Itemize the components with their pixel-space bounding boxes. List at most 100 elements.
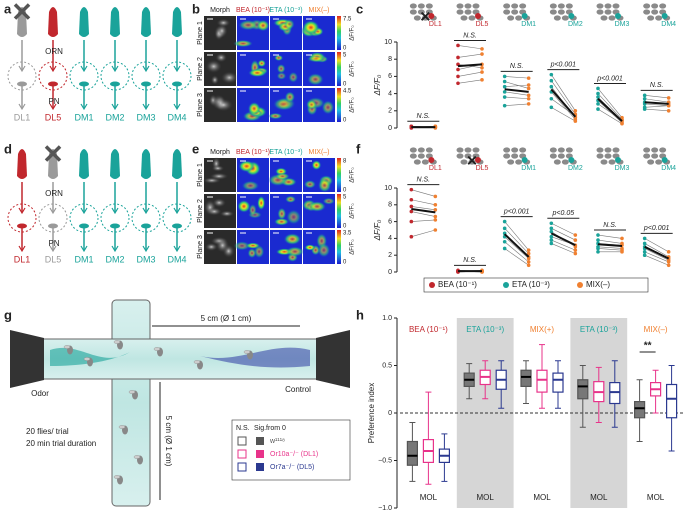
column-header: ETA (10⁻³) <box>269 149 302 156</box>
hotspot <box>248 68 267 77</box>
annotation: N.S. <box>417 113 431 120</box>
pair-line <box>597 234 623 239</box>
point-after <box>526 83 531 87</box>
point-before <box>409 204 414 209</box>
glomerulus-icon <box>468 159 476 165</box>
point-before <box>549 238 554 242</box>
icon-label: DM4 <box>661 165 676 172</box>
legend-filled <box>256 437 264 445</box>
highlight <box>568 157 575 163</box>
glomerulus-icon <box>647 159 655 165</box>
point-after <box>573 238 578 242</box>
legend-box <box>423 277 649 293</box>
control-label: Control <box>285 385 311 394</box>
fly-wing <box>118 425 126 429</box>
mean-line <box>503 233 530 258</box>
row-label: Plane 1 <box>197 163 204 187</box>
y-tick-label: 2 <box>388 252 392 259</box>
point-after <box>573 251 578 256</box>
sublabel: MOL <box>647 493 665 502</box>
hotspot <box>220 71 238 84</box>
point-after <box>433 194 438 199</box>
point-before <box>409 234 414 239</box>
pair-line <box>411 189 436 197</box>
glomerulus-icon <box>503 9 511 15</box>
pair-line <box>644 103 669 106</box>
pair-line <box>551 91 576 120</box>
y-tick-label: 8 <box>388 56 392 63</box>
fly-wing <box>113 475 121 479</box>
arrow <box>173 103 181 111</box>
glomerulus-icon <box>604 9 612 15</box>
highlight <box>428 157 435 163</box>
column-header: BEA (10⁻¹) <box>236 7 270 14</box>
sublabel: MOL <box>477 493 495 502</box>
column-header: Morph <box>210 7 230 14</box>
glomerulus-icon <box>464 147 472 153</box>
pn-body <box>48 223 58 229</box>
hotspot <box>247 248 257 259</box>
orn-body <box>110 7 120 37</box>
pair-line <box>597 246 623 249</box>
panel-label: c <box>356 1 363 16</box>
glomerulus-label: DM1 <box>74 112 93 122</box>
legend-label: Or10a⁻/⁻ (DL1) <box>270 451 318 458</box>
glomerulus-label: DM2 <box>105 254 124 264</box>
pair-line <box>597 248 623 251</box>
hotspot <box>205 59 222 74</box>
annotation: p<0.001 <box>596 75 623 82</box>
glomerulus-icon <box>608 15 616 21</box>
pn-label: PN <box>48 239 59 248</box>
legend-open <box>237 449 247 459</box>
colorbar-min: 0 <box>343 118 347 124</box>
mean-line <box>597 98 623 122</box>
annotation: N.S. <box>463 257 477 264</box>
legend-label: w¹¹¹⁸ <box>269 438 285 445</box>
glomerulus-icon <box>460 159 468 165</box>
icon-label: DM2 <box>568 165 583 172</box>
hotspot <box>284 19 295 30</box>
y-tick-label: 10 <box>384 185 392 192</box>
point-after <box>480 70 484 74</box>
colorbar-max: 3.5 <box>343 231 352 237</box>
annotation: p<0.001 <box>550 62 577 69</box>
point-after <box>666 263 671 268</box>
colorbar-min: 0 <box>343 224 347 230</box>
pair-line <box>551 74 576 111</box>
point-after <box>480 52 484 56</box>
colorbar <box>337 230 341 264</box>
orn-body <box>17 149 27 179</box>
glomerulus-icon <box>561 15 569 21</box>
annotation: p<0.001 <box>503 208 530 215</box>
arrow <box>18 103 26 111</box>
hotspot <box>306 55 326 63</box>
glomerulus-icon <box>417 3 425 9</box>
hotspot <box>216 23 228 38</box>
hotspot <box>317 243 331 258</box>
orn-body <box>48 149 58 179</box>
mean-line <box>504 88 529 93</box>
panel-label: a <box>4 1 12 16</box>
glomerulus-icon <box>417 153 425 159</box>
point-before <box>596 233 600 237</box>
hotspot <box>257 59 266 68</box>
point-before <box>549 229 554 234</box>
hotspot <box>241 180 260 191</box>
point-after <box>433 208 438 212</box>
point-after <box>526 251 531 256</box>
hotspot <box>285 246 305 257</box>
arrow <box>142 207 150 215</box>
hotspot <box>288 71 299 83</box>
hotspot <box>212 198 227 208</box>
annotation: p<0.05 <box>552 210 575 217</box>
glomerulus-label: DM3 <box>136 112 155 122</box>
colorbar-label: ΔF/F₀ <box>350 25 356 41</box>
hotspot <box>286 209 302 225</box>
point-before <box>456 74 460 79</box>
glomerulus-icon <box>612 147 620 153</box>
highlight <box>475 13 481 19</box>
glomerulus-icon <box>456 9 464 15</box>
point-after <box>573 109 578 113</box>
point-after <box>526 248 531 252</box>
glomerulus-icon <box>409 3 417 9</box>
